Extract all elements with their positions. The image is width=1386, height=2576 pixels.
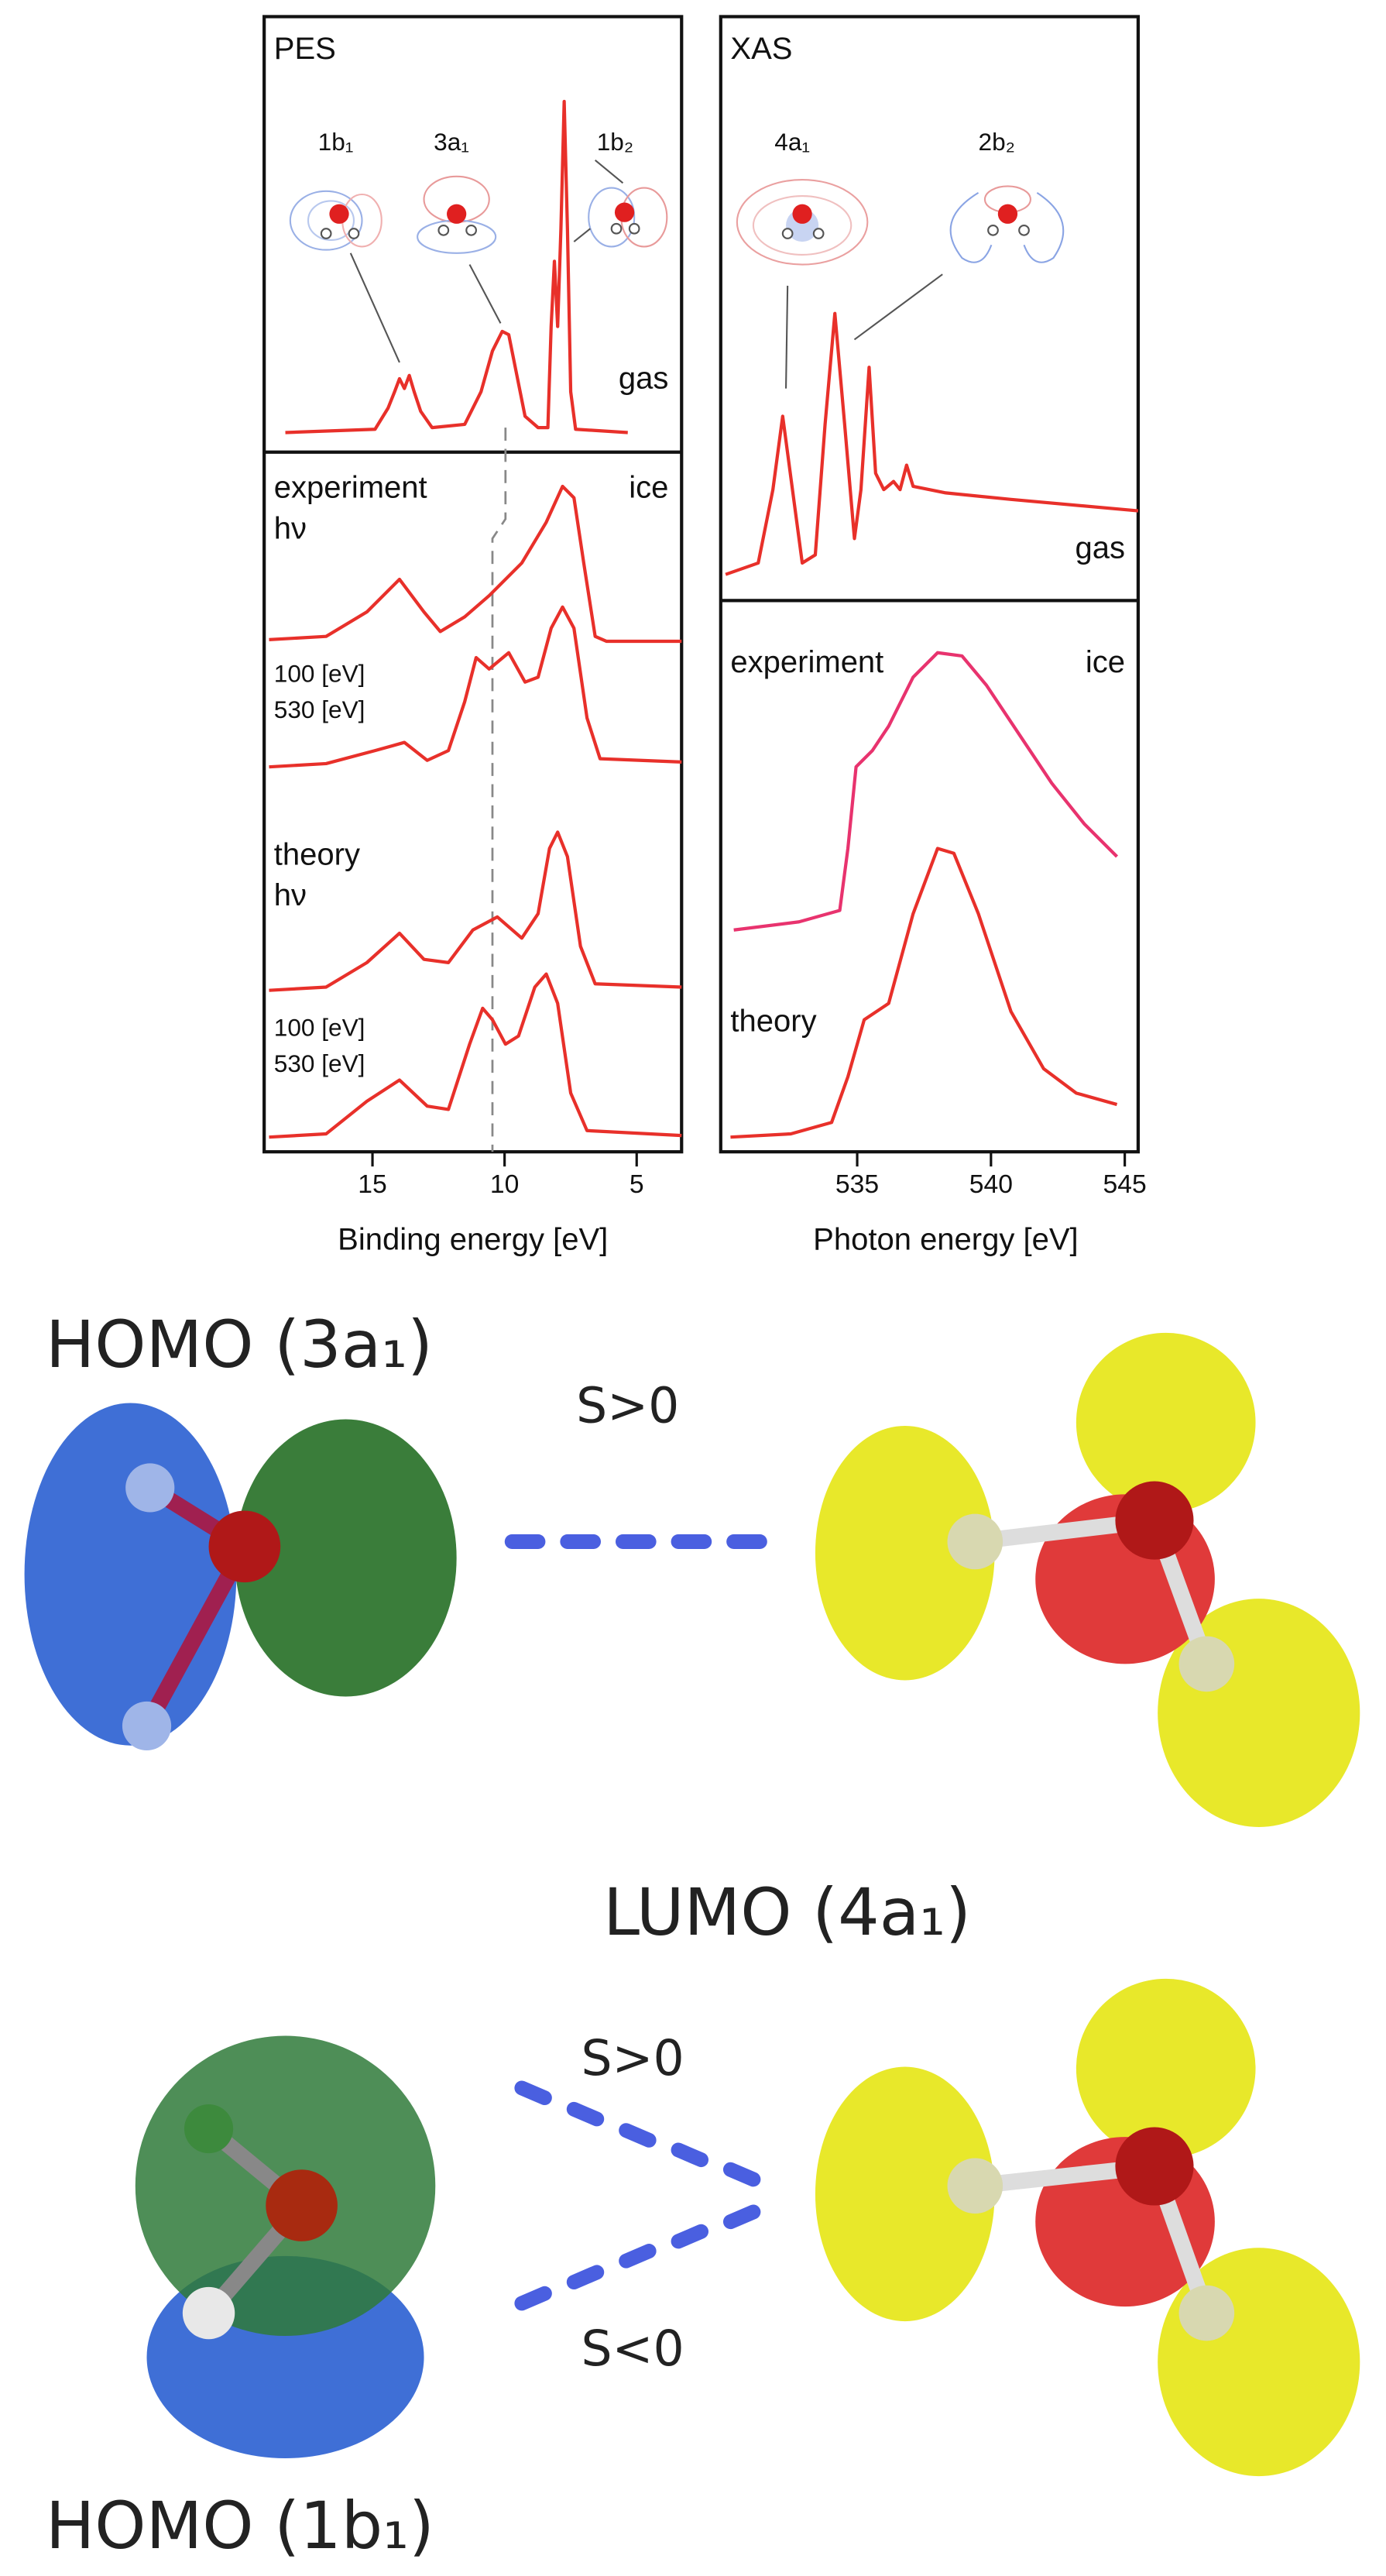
- gas-label: gas: [619, 362, 668, 396]
- theory-label: theory: [730, 1004, 816, 1038]
- pes-ice-experiment: [269, 605, 682, 769]
- leader-line: [573, 228, 591, 242]
- orbital-title: HOMO (1b₁): [46, 2488, 434, 2564]
- orbital-lobe: [24, 1403, 237, 1746]
- leader-line: [468, 264, 502, 324]
- orbital-lobe: [235, 1419, 457, 1697]
- experiment-label: experiment: [730, 645, 883, 679]
- atom: [208, 1510, 281, 1583]
- hv-label: hν: [274, 878, 307, 912]
- gas-label: gas: [1076, 531, 1126, 565]
- lumo-orbital: [815, 1978, 1360, 2477]
- pes-frame: [262, 15, 684, 1154]
- leader-line: [784, 285, 789, 389]
- leader-line: [349, 252, 400, 363]
- orbital-label: 3a₁: [434, 128, 469, 156]
- energy-label: 530 [eV]: [274, 1049, 365, 1077]
- hv-label: hν: [274, 511, 307, 545]
- xas-ice-experiment: [733, 651, 1119, 932]
- x-axis-label: Photon energy [eV]: [813, 1223, 1078, 1257]
- reference-line: [491, 428, 507, 1152]
- xas-gas-spectrum: [725, 311, 1139, 576]
- pes-ice-theory: [269, 972, 682, 1139]
- overlap-label: S>0: [581, 2029, 684, 2087]
- orbital-inset: [949, 185, 1065, 263]
- pes-ice-theory: [269, 830, 682, 992]
- xas-frame: [719, 15, 1141, 1154]
- atom: [182, 2286, 235, 2340]
- ice-label: ice: [1086, 645, 1125, 679]
- energy-label: 530 [eV]: [274, 696, 365, 723]
- x-axis-label: Binding energy [eV]: [338, 1223, 608, 1257]
- lumo-orbital: [815, 1332, 1360, 1827]
- overlap-dashes: [514, 2080, 761, 2311]
- orbital-label: 2b₂: [979, 128, 1015, 156]
- atom: [184, 2104, 234, 2154]
- orbital-inset: [417, 175, 497, 254]
- x-tick-label: 540: [969, 1170, 1013, 1199]
- experiment-label: experiment: [274, 471, 427, 505]
- x-tick-label: 5: [630, 1170, 644, 1199]
- orbital-label: 1b₂: [597, 128, 633, 156]
- x-tick-label: 545: [1103, 1170, 1147, 1199]
- atom: [266, 2169, 338, 2241]
- x-tick-label: 15: [358, 1170, 386, 1199]
- orbital-title: LUMO (4a₁): [603, 1874, 971, 1950]
- leader-line: [594, 159, 624, 184]
- orbital-inset: [588, 187, 668, 248]
- xas-ice-theory: [730, 847, 1118, 1139]
- overlap-label: S<0: [581, 2320, 684, 2377]
- energy-label: 100 [eV]: [274, 660, 365, 688]
- orbital-inset: [736, 179, 869, 266]
- pes-title: PES: [274, 32, 336, 66]
- ice-label: ice: [629, 471, 668, 505]
- overlap-label: S>0: [576, 1377, 679, 1434]
- atom: [122, 1701, 172, 1751]
- orbital-label: 1b₁: [318, 128, 354, 156]
- xas-title: XAS: [730, 32, 792, 66]
- orbital-title: HOMO (3a₁): [46, 1307, 433, 1382]
- pes-gas-spectrum: [285, 99, 628, 434]
- orbital-label: 4a₁: [774, 128, 810, 156]
- x-tick-label: 10: [490, 1170, 519, 1199]
- leader-line: [853, 273, 943, 341]
- orbital-inset: [289, 190, 383, 251]
- energy-label: 100 [eV]: [274, 1014, 365, 1042]
- x-tick-label: 535: [835, 1170, 879, 1199]
- pes-ice-experiment: [269, 484, 682, 644]
- atom: [125, 1463, 175, 1513]
- theory-label: theory: [274, 838, 360, 872]
